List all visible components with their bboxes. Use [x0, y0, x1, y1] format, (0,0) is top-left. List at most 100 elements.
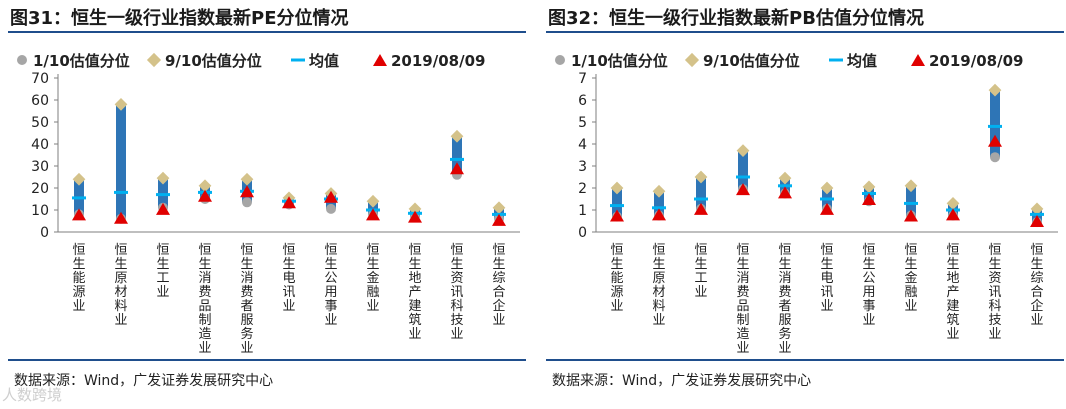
legend-marker-mean	[829, 58, 843, 62]
svg-text:恒: 恒	[492, 243, 505, 258]
legend-marker-current	[373, 54, 387, 66]
svg-text:工: 工	[694, 271, 707, 286]
svg-text:讯: 讯	[820, 285, 833, 300]
svg-text:建: 建	[408, 299, 421, 314]
point-current	[492, 213, 506, 226]
point-current	[282, 196, 296, 209]
svg-text:企: 企	[492, 298, 505, 314]
svg-text:建: 建	[946, 299, 959, 314]
y-tick-label: 7	[578, 71, 587, 87]
point-mean	[72, 196, 86, 200]
y-tick-label: 40	[31, 137, 49, 153]
y-tick-label: 30	[31, 159, 49, 175]
point-current	[946, 208, 960, 221]
svg-text:业: 业	[198, 341, 211, 356]
svg-text:生: 生	[198, 257, 211, 272]
legend-marker-p90	[684, 52, 700, 68]
svg-text:消: 消	[778, 271, 791, 286]
svg-text:材: 材	[652, 285, 665, 300]
svg-text:电: 电	[820, 271, 833, 286]
svg-text:材: 材	[114, 285, 127, 300]
y-tick-label: 0	[40, 225, 49, 241]
y-tick-label: 70	[31, 71, 49, 87]
svg-text:恒: 恒	[156, 243, 169, 258]
svg-text:事: 事	[324, 299, 337, 314]
legend-label: 2019/08/09	[391, 52, 485, 70]
point-mean	[736, 175, 750, 179]
pe-chart-panel: 图31：恒生一级行业指数最新PE分位情况 1/10估值分位 9/10估值分位 均值 2…	[8, 0, 526, 409]
range-bar	[990, 90, 1000, 158]
y-tick-label: 20	[31, 181, 49, 197]
svg-text:企: 企	[1030, 298, 1043, 314]
svg-text:恒: 恒	[240, 243, 253, 258]
source-rule	[8, 359, 526, 361]
svg-text:恒: 恒	[820, 243, 833, 258]
svg-text:生: 生	[652, 257, 665, 272]
point-current	[778, 186, 792, 199]
point-mean	[820, 197, 834, 201]
svg-text:生: 生	[1030, 257, 1043, 272]
svg-text:金: 金	[366, 270, 379, 286]
point-p90	[366, 194, 380, 208]
svg-text:生: 生	[492, 257, 505, 272]
svg-text:技: 技	[988, 313, 1001, 328]
svg-text:电: 电	[282, 271, 295, 286]
svg-text:恒: 恒	[652, 243, 665, 258]
svg-text:恒: 恒	[114, 243, 127, 258]
svg-text:生: 生	[778, 257, 791, 272]
svg-text:料: 料	[652, 299, 665, 314]
y-tick-label: 3	[578, 159, 587, 175]
range-bar	[696, 177, 706, 209]
legend-label: 2019/08/09	[929, 52, 1023, 70]
y-tick-label: 2	[578, 181, 587, 197]
svg-text:融: 融	[366, 285, 379, 300]
svg-text:制: 制	[736, 313, 749, 328]
point-current	[240, 185, 254, 198]
legend-marker-mean	[291, 58, 305, 62]
legend-label: 9/10估值分位	[165, 52, 262, 70]
svg-text:讯: 讯	[282, 285, 295, 300]
svg-text:生: 生	[72, 257, 85, 272]
y-tick-label: 0	[578, 225, 587, 241]
svg-text:生: 生	[610, 257, 623, 272]
svg-text:金: 金	[904, 270, 917, 286]
chart-title: 图32：恒生一级行业指数最新PB估值分位情况	[548, 8, 924, 29]
svg-text:公: 公	[324, 271, 337, 286]
svg-text:恒: 恒	[450, 243, 463, 258]
svg-text:生: 生	[114, 257, 127, 272]
svg-text:制: 制	[198, 313, 211, 328]
svg-text:恒: 恒	[862, 243, 875, 258]
y-tick-label: 60	[31, 93, 49, 109]
svg-text:地: 地	[408, 271, 421, 286]
point-current	[1030, 215, 1044, 227]
svg-text:业: 业	[114, 313, 127, 328]
point-current	[198, 189, 212, 202]
svg-text:讯: 讯	[450, 285, 463, 300]
svg-text:恒: 恒	[736, 243, 749, 258]
svg-text:业: 业	[408, 327, 421, 342]
svg-text:生: 生	[450, 257, 463, 272]
range-bar	[906, 185, 916, 216]
svg-text:费: 费	[736, 285, 749, 300]
legend: 1/10估值分位 9/10估值分位 均值 2019/08/09	[17, 52, 485, 70]
y-tick-label: 1	[578, 203, 587, 219]
svg-text:造: 造	[736, 327, 749, 342]
svg-text:能: 能	[72, 271, 85, 286]
point-p10	[326, 203, 336, 214]
point-current	[114, 211, 128, 224]
point-mean	[156, 193, 170, 197]
svg-text:业: 业	[778, 341, 791, 356]
svg-text:费: 费	[240, 285, 253, 300]
svg-text:恒: 恒	[988, 243, 1001, 258]
svg-text:源: 源	[610, 285, 623, 300]
point-mean	[114, 190, 128, 194]
